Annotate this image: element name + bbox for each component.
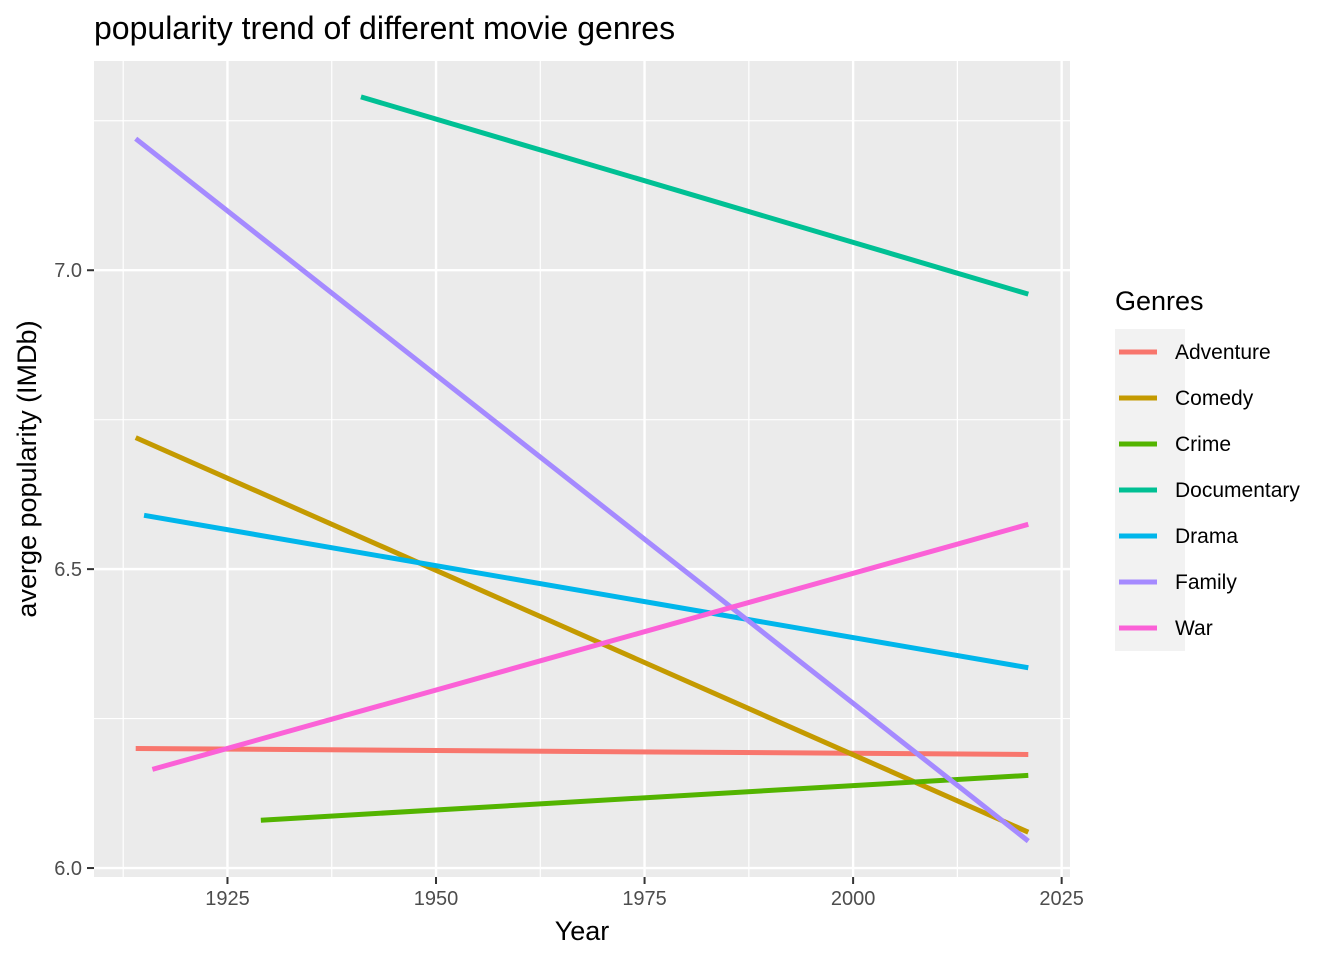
- y-tick-label: 6.5: [54, 559, 82, 581]
- series-line-family: [134, 136, 1030, 844]
- major-gridlines: [94, 61, 1070, 877]
- y-axis: 6.0 6.5 7.0: [54, 260, 94, 880]
- x-tick-label: 1975: [622, 888, 667, 910]
- legend-label-drama: Drama: [1175, 525, 1238, 548]
- series-lines: [134, 94, 1030, 844]
- series-line-adventure: [135, 745, 1029, 757]
- series-line-drama: [143, 512, 1029, 671]
- legend-label-comedy: Comedy: [1175, 387, 1254, 410]
- x-tick-label: 2000: [831, 888, 876, 910]
- y-tick-label: 7.0: [54, 260, 82, 282]
- legend-items: Adventure Comedy Crime Documentary Drama Fami…: [1119, 341, 1300, 640]
- x-axis: 1925 1950 1975 2000 2025: [205, 877, 1084, 910]
- x-axis-label: Year: [555, 916, 610, 946]
- legend-label-documentary: Documentary: [1175, 479, 1300, 502]
- x-tick-label: 1925: [205, 888, 250, 910]
- chart-title: popularity trend of different movie genr…: [94, 10, 675, 46]
- y-axis-label: averge popularity (IMDb): [12, 320, 42, 617]
- series-line-crime: [260, 772, 1029, 823]
- x-tick-label: 2025: [1039, 888, 1084, 910]
- x-tick-label: 1950: [414, 888, 459, 910]
- series-line-comedy: [134, 435, 1030, 835]
- legend-label-family: Family: [1175, 571, 1237, 594]
- legend-label-adventure: Adventure: [1175, 341, 1271, 364]
- legend: Genres Adventure Comedy Crime Documentary Dr…: [1115, 286, 1300, 651]
- legend-label-crime: Crime: [1175, 433, 1231, 456]
- series-line-documentary: [360, 94, 1029, 297]
- minor-gridlines: [94, 61, 1070, 877]
- legend-label-war: War: [1175, 617, 1213, 640]
- legend-title: Genres: [1115, 286, 1204, 316]
- series-line-war: [151, 521, 1029, 772]
- y-tick-label: 6.0: [54, 858, 82, 880]
